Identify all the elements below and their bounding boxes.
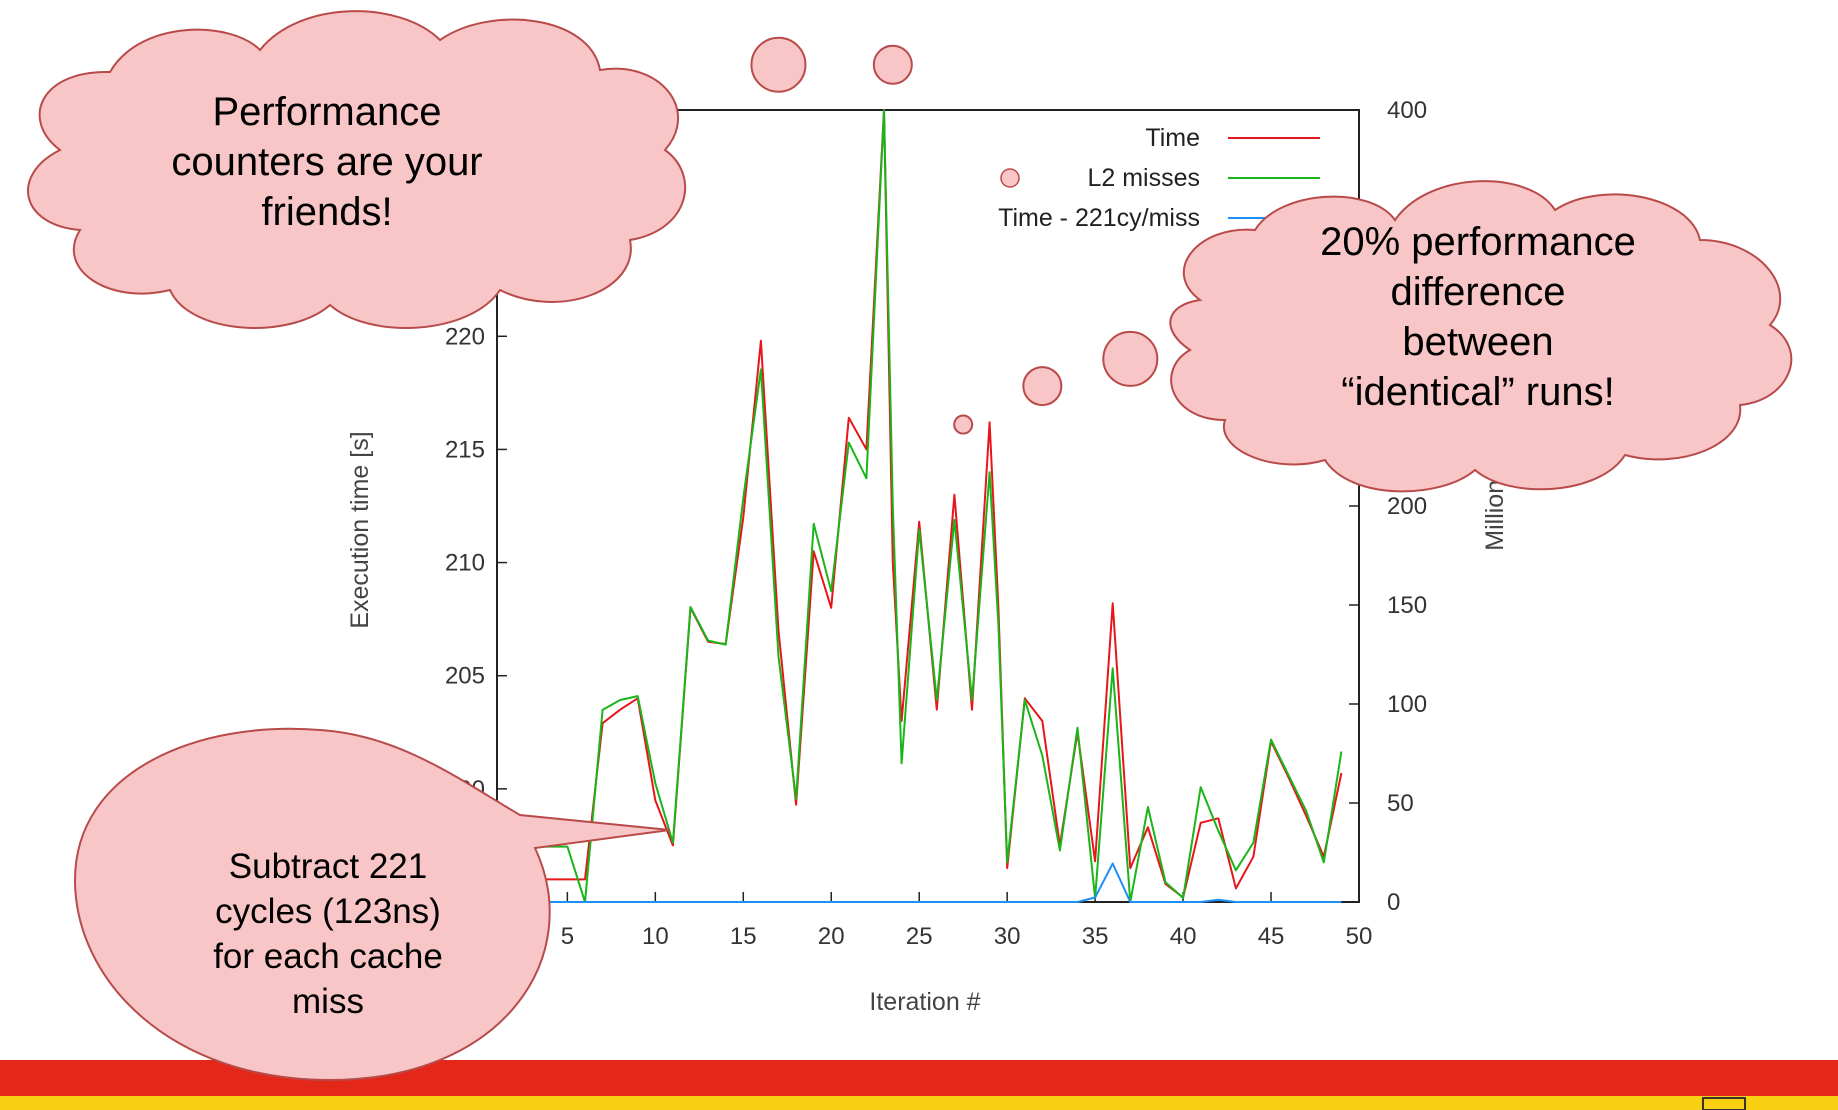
footer-yellow-band [0,1096,1838,1110]
x-tick-label: 50 [1346,923,1373,950]
l2-miss-marker [1022,366,1063,407]
series-line-2 [497,862,1342,903]
l2-miss-marker [1102,330,1159,387]
y2-tick-label: 400 [1387,97,1427,124]
x-tick-label: 15 [730,923,757,950]
y2-tick-label: 0 [1387,889,1400,916]
x-tick-label: 35 [1082,923,1109,950]
cloud-shape [1169,180,1793,493]
legend-label-adjusted: Time - 221cy/miss [998,204,1200,232]
y2-tick-label: 100 [1387,691,1427,718]
y2-tick-label: 50 [1387,790,1414,817]
callout-cloud-top-left: Performance counters are your friends! [27,10,687,329]
y-axis-label: Execution time [s] [346,431,374,628]
x-tick-label: 45 [1258,923,1285,950]
y2-tick-label: 150 [1387,592,1427,619]
l2-miss-marker [953,414,974,435]
x-tick-label: 25 [906,923,933,950]
legend-label-l2: L2 misses [1087,164,1200,192]
callout-oval-bottom: Subtract 221 cycles (123ns) for each cac… [73,727,671,1082]
l2-miss-marker [750,36,807,93]
oval-bubble-shape [73,727,671,1082]
legend-marker-l2 [1000,168,1020,188]
callout-top-left-line-1: Performance [213,90,442,134]
x-tick-label: 10 [642,923,669,950]
y2-tick-label: 200 [1387,493,1427,520]
x-tick-label: 20 [818,923,845,950]
series-line-0 [497,109,1343,899]
cloud-shape [27,10,687,329]
legend-label-time: Time [1145,124,1200,152]
callout-bottom-line-4: miss [292,982,364,1021]
l2-miss-marker [872,44,913,85]
legend: Time L2 misses Time - 221cy/miss [998,124,1320,232]
marker-layer [750,36,1159,435]
callout-top-left-line-2: counters are your [171,140,482,184]
callout-cloud-right: 20% performance difference between “iden… [1169,180,1793,493]
y-tick-label: 220 [445,323,485,350]
callout-bottom-line-1: Subtract 221 [229,847,427,886]
series-line-1 [497,109,1343,903]
x-tick-label: 30 [994,923,1021,950]
x-axis-label: Iteration # [869,988,980,1016]
callout-right-line-3: between [1402,320,1553,364]
callout-top-left-line-3: friends! [261,190,392,234]
y-tick-label: 210 [445,550,485,577]
callout-bottom-line-2: cycles (123ns) [215,892,441,931]
series-layer [497,109,1343,903]
callout-right-line-4: “identical” runs! [1341,370,1614,414]
callout-bottom-line-3: for each cache [213,937,443,976]
y-tick-label: 215 [445,436,485,463]
x-tick-label: 5 [561,923,574,950]
callout-right-line-1: 20% performance [1320,220,1636,264]
footer-logo-box [1702,1097,1746,1110]
callout-right-line-2: difference [1391,270,1566,314]
y-tick-label: 205 [445,663,485,690]
x-tick-label: 40 [1170,923,1197,950]
axis-ticks: 5101520253035404550200205210215220225050… [445,97,1427,950]
